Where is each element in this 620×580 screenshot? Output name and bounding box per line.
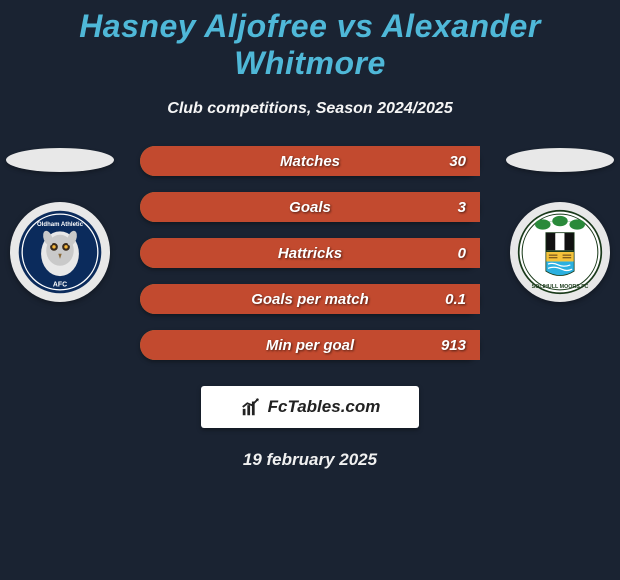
svg-text:Oldham Athletic: Oldham Athletic <box>37 222 84 228</box>
oldham-crest-icon: Oldham Athletic AFC <box>17 209 103 295</box>
svg-text:AFC: AFC <box>53 281 67 288</box>
stat-label: Matches <box>280 153 340 170</box>
chart-icon <box>240 396 262 418</box>
stat-label: Min per goal <box>266 337 354 354</box>
svg-text:SOLIHULL MOORS FC: SOLIHULL MOORS FC <box>532 284 589 290</box>
stat-right-value: 0 <box>458 245 466 262</box>
stat-row-min-per-goal: Min per goal 913 <box>140 330 480 360</box>
stat-right-value: 3 <box>458 199 466 216</box>
team-left-crest: Oldham Athletic AFC <box>10 202 110 302</box>
stat-label: Goals <box>289 199 331 216</box>
page-title: Hasney Aljofree vs Alexander Whitmore <box>0 0 620 82</box>
stat-right-value: 913 <box>441 337 466 354</box>
brand-box[interactable]: FcTables.com <box>201 386 419 428</box>
stat-row-hattricks: Hattricks 0 <box>140 238 480 268</box>
player-left-column: Oldham Athletic AFC <box>0 146 120 302</box>
player-right-photo-placeholder <box>506 148 614 172</box>
stat-right-value: 0.1 <box>445 291 466 308</box>
stat-bars: Matches 30 Goals 3 Hattricks 0 Goals per… <box>140 146 480 360</box>
stat-row-goals-per-match: Goals per match 0.1 <box>140 284 480 314</box>
stat-right-value: 30 <box>449 153 466 170</box>
solihull-crest-icon: SOLIHULL MOORS FC <box>517 209 603 295</box>
stat-row-matches: Matches 30 <box>140 146 480 176</box>
player-left-photo-placeholder <box>6 148 114 172</box>
player-right-column: SOLIHULL MOORS FC <box>500 146 620 302</box>
team-right-crest: SOLIHULL MOORS FC <box>510 202 610 302</box>
subtitle: Club competitions, Season 2024/2025 <box>0 100 620 118</box>
brand-text: FcTables.com <box>268 397 381 417</box>
stat-label: Hattricks <box>278 245 342 262</box>
stat-label: Goals per match <box>251 291 369 308</box>
comparison-panel: Oldham Athletic AFC SOLIHULL MOORS FC <box>0 146 620 470</box>
stat-row-goals: Goals 3 <box>140 192 480 222</box>
date-text: 19 february 2025 <box>0 450 620 470</box>
